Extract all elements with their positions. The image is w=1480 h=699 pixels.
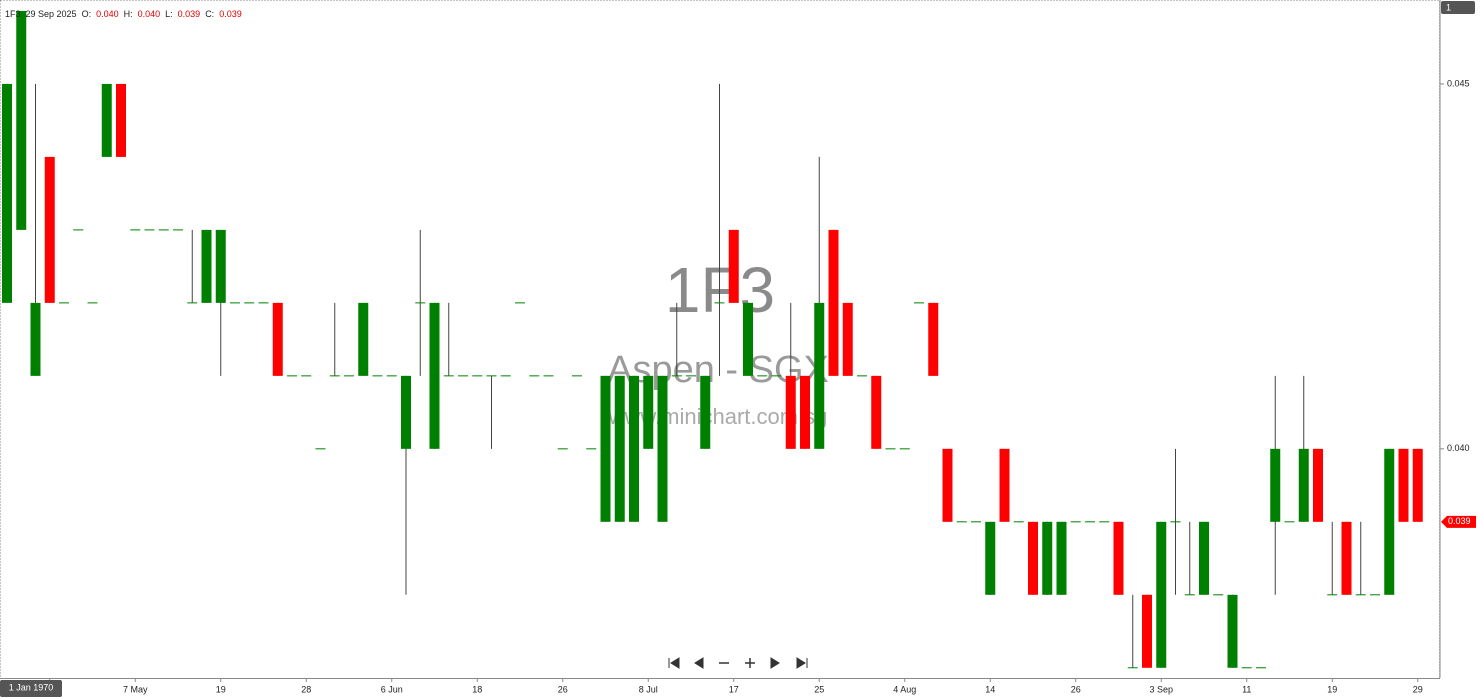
candle-body bbox=[201, 229, 212, 303]
date: 29 Sep 2025 bbox=[25, 9, 77, 19]
x-tick-label: 3 Sep bbox=[1149, 684, 1173, 694]
ohlc-field-name: L: bbox=[165, 9, 173, 19]
y-tick-label: 0.045 bbox=[1447, 78, 1470, 88]
x-tick-label: 28 bbox=[301, 684, 311, 694]
ohlc-field-value: 0.039 bbox=[219, 9, 242, 19]
x-tick-label: 26 bbox=[558, 684, 568, 694]
nav-last[interactable] bbox=[796, 657, 808, 669]
candle-body bbox=[116, 83, 126, 157]
pane-label: 1 bbox=[1446, 2, 1451, 12]
ohlc-field-name: H: bbox=[123, 9, 133, 19]
candle-body bbox=[800, 375, 810, 449]
candle-body bbox=[1298, 448, 1309, 522]
candle-body bbox=[657, 375, 668, 522]
nav-next[interactable] bbox=[770, 657, 780, 669]
last-price-label: 0.039 bbox=[1448, 516, 1471, 526]
x-tick-label: 6 Jun bbox=[381, 684, 403, 694]
x-tick-label: 17 bbox=[729, 684, 739, 694]
nav-first[interactable] bbox=[668, 657, 680, 669]
symbol: 1F3 bbox=[5, 9, 21, 19]
candle-body bbox=[814, 302, 825, 449]
x-tick-label: 18 bbox=[472, 684, 482, 694]
last-price-badge bbox=[1441, 515, 1476, 528]
candle-body bbox=[629, 375, 639, 522]
crosshair-label: 1 Jan 1970 bbox=[9, 682, 54, 692]
candle-body bbox=[743, 302, 753, 376]
candle-body bbox=[828, 229, 839, 376]
candle-body bbox=[600, 375, 611, 522]
candle-body bbox=[272, 302, 283, 376]
candle-body bbox=[842, 302, 853, 376]
candle-body bbox=[999, 448, 1010, 522]
candle-body bbox=[2, 83, 12, 303]
candles bbox=[2, 10, 1423, 669]
candle-body bbox=[401, 375, 411, 449]
candle-body bbox=[1113, 521, 1124, 595]
candle-body bbox=[358, 302, 369, 376]
candle-body bbox=[1142, 594, 1152, 668]
candle-body bbox=[16, 10, 27, 230]
candle-body bbox=[928, 302, 939, 376]
x-tick-label: 11 bbox=[1242, 684, 1251, 694]
candle-body bbox=[1042, 521, 1053, 595]
x-tick-label: 19 bbox=[1327, 684, 1337, 694]
candle-body bbox=[614, 375, 625, 522]
candle-body bbox=[728, 229, 739, 303]
candle-body bbox=[429, 302, 440, 449]
candle-body bbox=[1056, 521, 1067, 595]
ohlc-header: 1F3 29 Sep 2025 O: 0.040 H: 0.040 L: 0.039 C: 0… bbox=[5, 9, 242, 19]
candle-body bbox=[700, 375, 711, 449]
candle-body bbox=[871, 375, 882, 449]
nav-zoom-in[interactable] bbox=[745, 658, 755, 668]
candle-body bbox=[1199, 521, 1209, 595]
x-tick-label: 19 bbox=[216, 684, 226, 694]
x-tick-label: 4 Aug bbox=[893, 684, 916, 694]
ohlc-field-value: 0.039 bbox=[177, 9, 201, 19]
x-tick-label: 7 May bbox=[123, 684, 148, 694]
candle-body bbox=[942, 448, 953, 522]
ohlc-field-value: 0.040 bbox=[96, 9, 119, 19]
x-tick-label: 25 bbox=[814, 684, 824, 694]
candle-body bbox=[785, 375, 796, 449]
candle-body bbox=[1384, 448, 1395, 595]
candle-body bbox=[101, 83, 112, 157]
x-tick-label: 8 Jul bbox=[639, 684, 658, 694]
candle-body bbox=[1341, 521, 1352, 595]
candle-body bbox=[1313, 448, 1323, 522]
ohlc-field-value: 0.040 bbox=[137, 9, 161, 19]
ohlc-field-name: O: bbox=[81, 9, 92, 19]
nav-prev[interactable] bbox=[694, 657, 704, 669]
nav-buttons[interactable] bbox=[668, 657, 808, 669]
candle-body bbox=[1227, 594, 1238, 668]
candle-body bbox=[44, 156, 55, 303]
candle-body bbox=[215, 229, 226, 303]
candle-body bbox=[1028, 521, 1038, 595]
candle-body bbox=[1412, 448, 1423, 522]
y-tick-label: 0.040 bbox=[1447, 443, 1470, 453]
candle-body bbox=[643, 375, 654, 449]
x-tick-label: 26 bbox=[1071, 684, 1081, 694]
candle-body bbox=[1398, 448, 1409, 522]
crosshair-badge bbox=[0, 680, 62, 697]
candle-body bbox=[1156, 521, 1167, 668]
ohlc-field-name: C: bbox=[205, 9, 215, 19]
candle-body bbox=[1270, 448, 1281, 522]
pane-badge bbox=[1441, 1, 1475, 14]
x-tick-label: 29 bbox=[1413, 684, 1423, 694]
candle-body bbox=[30, 302, 41, 376]
plot-border bbox=[0, 0, 1440, 679]
x-tick-label: 14 bbox=[985, 684, 995, 694]
candle-body bbox=[985, 521, 996, 595]
